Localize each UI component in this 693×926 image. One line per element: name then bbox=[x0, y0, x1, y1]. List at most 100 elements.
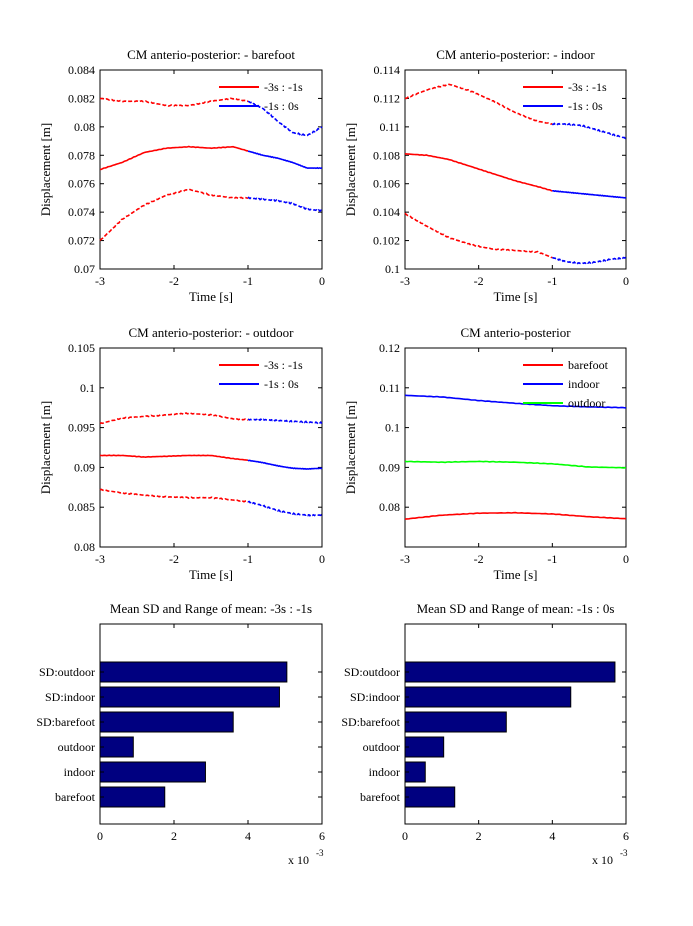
series-upper-early bbox=[99, 97, 249, 108]
legend-label: -3s : -1s bbox=[568, 80, 607, 94]
y-tick-label: 0.095 bbox=[68, 421, 95, 435]
series-lower-early bbox=[404, 212, 553, 259]
series-outdoor bbox=[404, 460, 627, 469]
x-tick-label: -1 bbox=[547, 552, 557, 566]
y-tick-label: 0.12 bbox=[379, 341, 400, 355]
bar bbox=[404, 736, 445, 758]
y-tick-label: 0.08 bbox=[379, 500, 400, 514]
y-axis-label: Displacement [m] bbox=[38, 401, 53, 495]
y-axis-label: Displacement [m] bbox=[38, 123, 53, 217]
category-label: SD:outdoor bbox=[39, 665, 95, 679]
category-label: indoor bbox=[369, 765, 400, 779]
y-tick-label: 0.11 bbox=[379, 381, 400, 395]
plot-area bbox=[404, 347, 627, 548]
category-label: SD:indoor bbox=[350, 690, 400, 704]
legend-label: -1s : 0s bbox=[264, 377, 299, 391]
y-tick-label: 0.084 bbox=[68, 63, 95, 77]
legend-label: -3s : -1s bbox=[264, 80, 303, 94]
series-upper-early bbox=[404, 83, 553, 125]
bar bbox=[99, 786, 166, 808]
series-mean-late bbox=[247, 150, 323, 170]
y-tick-label: 0.105 bbox=[68, 341, 95, 355]
series-upper-late bbox=[248, 417, 323, 425]
series-mean-early bbox=[404, 153, 553, 192]
y-tick-label: 0.078 bbox=[68, 148, 95, 162]
x-tick-label: 2 bbox=[476, 829, 482, 843]
y-tick-label: 0.072 bbox=[68, 234, 95, 248]
legend-label: indoor bbox=[568, 377, 599, 391]
y-tick-label: 0.108 bbox=[373, 148, 400, 162]
category-label: SD:indoor bbox=[45, 690, 95, 704]
y-tick-label: 0.1 bbox=[80, 381, 95, 395]
series-lower-early bbox=[99, 188, 249, 241]
y-tick-label: 0.114 bbox=[373, 63, 400, 77]
y-tick-label: 0.08 bbox=[74, 540, 95, 554]
x-tick-label: -2 bbox=[169, 552, 179, 566]
category-label: barefoot bbox=[55, 790, 96, 804]
series-upper-late bbox=[551, 122, 627, 140]
legend-label: -1s : 0s bbox=[264, 99, 299, 113]
x-tick-label: -1 bbox=[547, 274, 557, 288]
chart-title: CM anterio-posterior: - outdoor bbox=[129, 325, 295, 340]
chart-title: Mean SD and Range of mean: -1s : 0s bbox=[417, 601, 615, 616]
y-tick-label: 0.076 bbox=[68, 177, 95, 191]
bar bbox=[99, 761, 206, 783]
y-tick-label: 0.07 bbox=[74, 262, 95, 276]
series-barefoot bbox=[404, 511, 627, 520]
legend-label: -3s : -1s bbox=[264, 358, 303, 372]
y-axis-label: Displacement [m] bbox=[343, 401, 358, 495]
x-tick-label: 0 bbox=[319, 274, 325, 288]
x-tick-label: -3 bbox=[400, 274, 410, 288]
series-lower-late bbox=[247, 500, 323, 517]
series-mean-late bbox=[247, 459, 323, 470]
plot-area bbox=[99, 69, 323, 270]
x-tick-label: 4 bbox=[549, 829, 555, 843]
x-tick-label: -1 bbox=[243, 552, 253, 566]
x-tick-label: 0 bbox=[402, 829, 408, 843]
x-axis-label: Time [s] bbox=[189, 567, 233, 582]
bar bbox=[99, 736, 134, 758]
axis-multiplier: x 10 bbox=[288, 853, 309, 867]
x-axis-label: Time [s] bbox=[494, 567, 538, 582]
category-label: outdoor bbox=[58, 740, 95, 754]
y-tick-label: 0.112 bbox=[373, 91, 400, 105]
category-label: SD:barefoot bbox=[36, 715, 95, 729]
y-tick-label: 0.106 bbox=[373, 177, 400, 191]
bar bbox=[404, 686, 572, 708]
y-tick-label: 0.09 bbox=[74, 460, 95, 474]
series-indoor bbox=[404, 394, 627, 409]
x-tick-label: -3 bbox=[95, 552, 105, 566]
chart-title: CM anterio-posterior: - barefoot bbox=[127, 47, 295, 62]
x-tick-label: 6 bbox=[319, 829, 325, 843]
x-tick-label: 2 bbox=[171, 829, 177, 843]
axis-multiplier-exponent: -3 bbox=[316, 848, 324, 858]
axis-multiplier: x 10 bbox=[592, 853, 613, 867]
x-tick-label: -1 bbox=[243, 274, 253, 288]
plot-area bbox=[404, 69, 627, 270]
series-mean-late bbox=[552, 190, 627, 199]
chart-title: CM anterio-posterior bbox=[460, 325, 571, 340]
legend-label: -1s : 0s bbox=[568, 99, 603, 113]
x-tick-label: -2 bbox=[169, 274, 179, 288]
bar bbox=[404, 661, 616, 683]
x-axis-label: Time [s] bbox=[494, 289, 538, 304]
x-tick-label: 0 bbox=[319, 552, 325, 566]
chart-2: CM anterio-posterior: - indoor -3 -2 -1 0 0.1… bbox=[343, 47, 629, 304]
chart-4: CM anterio-posterior -3 -2 -1 0 0.08 0.09 0.1 0.… bbox=[343, 325, 629, 582]
series-mean-early bbox=[99, 454, 249, 461]
y-tick-label: 0.102 bbox=[373, 234, 400, 248]
plot-area bbox=[99, 347, 323, 548]
category-label: SD:barefoot bbox=[341, 715, 400, 729]
chart-5: Mean SD and Range of mean: -3s : -1s 0 2 4 6… bbox=[36, 601, 325, 867]
x-tick-label: -3 bbox=[95, 274, 105, 288]
y-tick-label: 0.082 bbox=[68, 91, 95, 105]
chart-1: CM anterio-posterior: - barefoot -3 -2 -1 0 0… bbox=[38, 47, 325, 304]
axis-multiplier-exponent: -3 bbox=[620, 848, 628, 858]
chart-title: CM anterio-posterior: - indoor bbox=[436, 47, 595, 62]
bar bbox=[404, 711, 507, 733]
x-tick-label: 4 bbox=[245, 829, 251, 843]
bar bbox=[99, 711, 234, 733]
y-tick-label: 0.08 bbox=[74, 120, 95, 134]
chart-3: CM anterio-posterior: - outdoor -3 -2 -1 0 0.… bbox=[38, 325, 325, 582]
series-upper-early bbox=[99, 412, 249, 425]
